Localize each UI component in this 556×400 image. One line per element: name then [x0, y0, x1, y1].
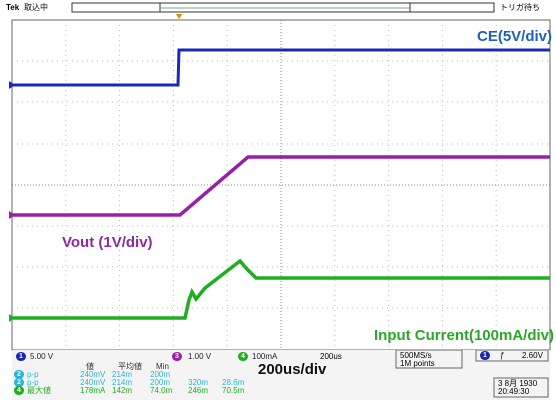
ch4-trace	[12, 258, 550, 320]
channel-scale: 5.00 V	[30, 352, 54, 361]
horizontal-scale: 200us	[320, 352, 342, 361]
channel-badge: 3	[172, 352, 182, 361]
meas-channel: 2	[14, 378, 24, 387]
meas-value: 70.5m	[222, 386, 245, 395]
timebase-label: 200us/div	[258, 361, 327, 378]
trigger-state: トリガ待ち	[500, 3, 540, 12]
channel-scale: 1.00 V	[188, 352, 212, 361]
vout-label: Vout (1V/div)	[62, 234, 153, 251]
meas-value: 240mV	[80, 370, 106, 379]
meas-name: 最大値	[27, 386, 51, 395]
trigger-pos	[176, 14, 182, 19]
meas-value: 28.6m	[222, 378, 245, 387]
datetime: 3 8月 1930	[498, 379, 538, 388]
grid	[12, 20, 550, 350]
channel-badge: 1	[16, 352, 26, 361]
ch4-marker	[9, 314, 15, 322]
meas-name: p-p	[27, 370, 39, 379]
meas-value: 240mV	[80, 378, 106, 387]
meas-header: 平均値	[118, 362, 142, 371]
acq-info: 500MS/s	[400, 351, 432, 360]
meas-value: 200m	[150, 378, 171, 387]
meas-value: 246m	[188, 386, 209, 395]
status-panel	[12, 350, 550, 400]
date-box	[493, 377, 549, 398]
ce-label: CE(5V/div)	[476, 28, 552, 45]
meas-value: 214m	[112, 370, 133, 379]
current-label: Input Current(100mA/div)	[373, 327, 554, 344]
channel-scale: 100mA	[252, 352, 278, 361]
acq-info: 1M points	[400, 359, 435, 368]
ch1-marker	[9, 81, 15, 89]
meas-value: 214m	[112, 378, 133, 387]
channel-badge: 4	[238, 352, 248, 361]
trigger-level: 2.60V	[522, 351, 543, 360]
record-bar	[71, 2, 495, 13]
meas-value: 178mA	[80, 386, 106, 395]
acq-box	[395, 349, 463, 369]
meas-value: 200m	[150, 370, 171, 379]
ch3-marker	[9, 211, 15, 219]
brand: Tek	[6, 3, 20, 12]
meas-channel: 2	[14, 370, 24, 379]
trigger-source: 1	[480, 351, 490, 360]
meas-value: 74.0m	[150, 386, 173, 395]
meas-header: Min	[156, 362, 169, 371]
trigger-box	[475, 349, 549, 362]
meas-value: 320m	[188, 378, 209, 387]
meas-header: 値	[86, 362, 94, 371]
ch3-trace	[12, 155, 550, 217]
trigger-slope: ƒ	[500, 351, 505, 360]
meas-name: p-p	[27, 378, 39, 387]
center-axes	[12, 20, 550, 350]
ch1-trace	[12, 48, 550, 87]
datetime: 20:49:30	[498, 387, 530, 396]
acq-status: 取込中	[24, 3, 48, 12]
meas-channel: 4	[14, 386, 24, 395]
meas-value: 142m	[112, 386, 133, 395]
